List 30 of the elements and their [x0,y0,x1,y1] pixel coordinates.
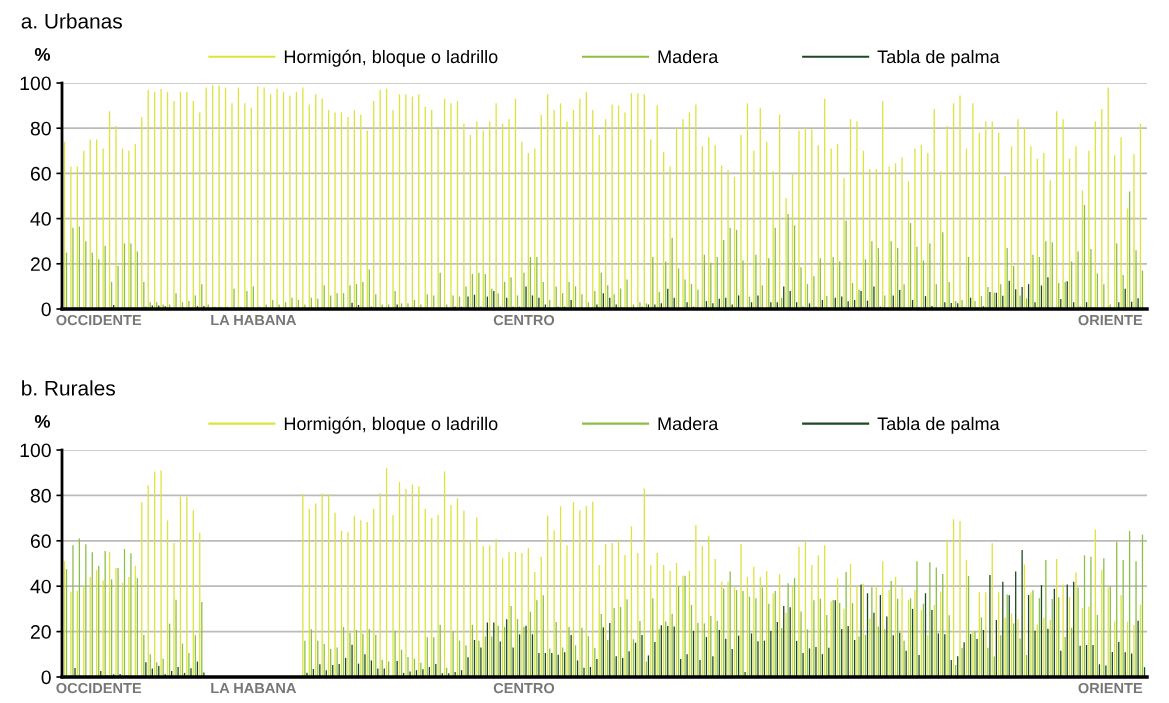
x-tick-label: CENTRO [493,314,555,326]
y-tick-label: 60 [30,534,51,549]
y-tick-label: 40 [30,579,51,594]
y-axis-title: % [34,415,51,428]
x-tick-label: ORIENTE [1078,682,1143,694]
y-tick-label: 100 [20,443,51,458]
y-tick-label: 20 [30,257,51,272]
y-tick-label: 40 [30,212,51,226]
y-axis-title: % [34,48,51,61]
legend-label: Madera [658,416,719,431]
y-tick-label: 60 [30,166,51,181]
chart-title: b. Rurales [22,380,115,396]
y-tick-label: 0 [41,670,51,685]
x-tick-label: LA HABANA [211,683,297,694]
chart-title: a. Urbanas [21,13,122,29]
y-tick-label: 80 [30,121,51,136]
y-tick-label: 80 [30,488,51,503]
legend-label: Hormigón, bloque o ladrillo [284,416,498,434]
y-tick-label: 0 [41,302,51,317]
legend-label: Tabla de palma [877,49,1000,67]
x-tick-label: LA HABANA [211,315,297,326]
x-tick-label: CENTRO [493,682,555,694]
legend-label: Madera [658,49,719,64]
legend-label: Hormigón, bloque o ladrillo [284,49,498,67]
legend-label: Tabla de palma [877,416,1000,434]
x-tick-label: ORIENTE [1078,314,1143,326]
x-tick-label: OCCIDENTE [56,682,142,694]
y-tick-label: 20 [30,625,51,639]
x-tick-label: OCCIDENTE [56,314,142,326]
y-tick-label: 100 [20,76,51,91]
